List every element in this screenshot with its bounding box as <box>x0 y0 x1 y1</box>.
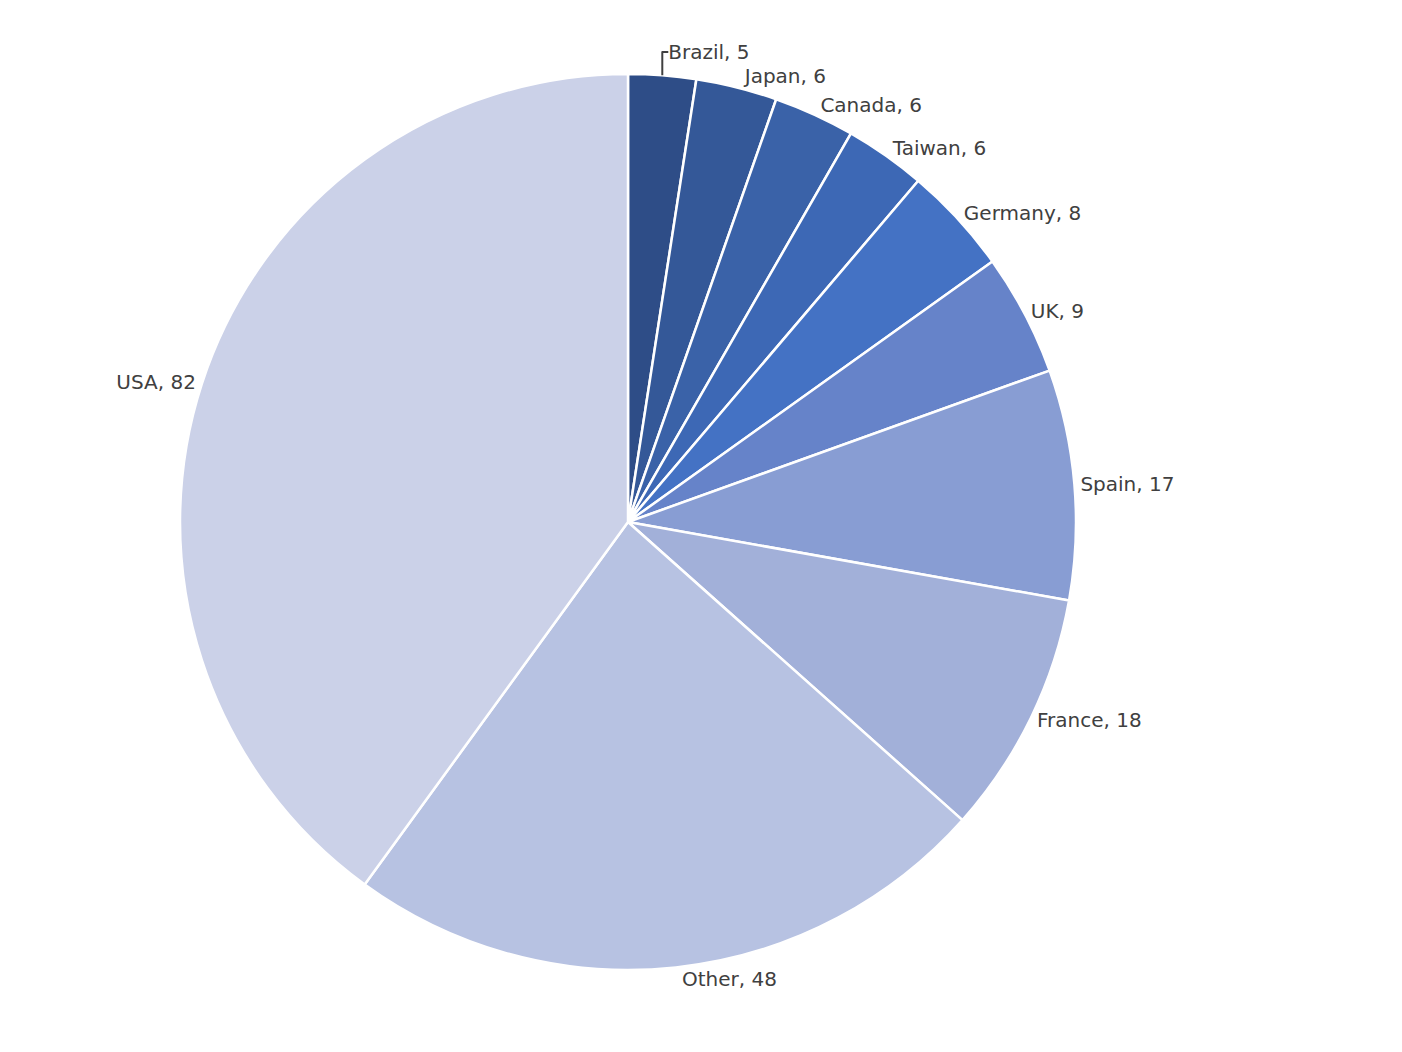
svg-text:Spain, 17: Spain, 17 <box>1080 472 1174 496</box>
svg-text:France, 18: France, 18 <box>1037 708 1142 732</box>
svg-text:Canada, 6: Canada, 6 <box>820 93 922 117</box>
svg-text:USA, 82: USA, 82 <box>116 370 196 394</box>
svg-text:Taiwan, 6: Taiwan, 6 <box>892 136 986 160</box>
svg-text:Japan, 6: Japan, 6 <box>743 64 826 88</box>
svg-text:Germany, 8: Germany, 8 <box>964 201 1081 225</box>
svg-text:Other, 48: Other, 48 <box>682 967 777 991</box>
svg-text:UK, 9: UK, 9 <box>1031 299 1084 323</box>
svg-text:Brazil, 5: Brazil, 5 <box>668 40 749 64</box>
